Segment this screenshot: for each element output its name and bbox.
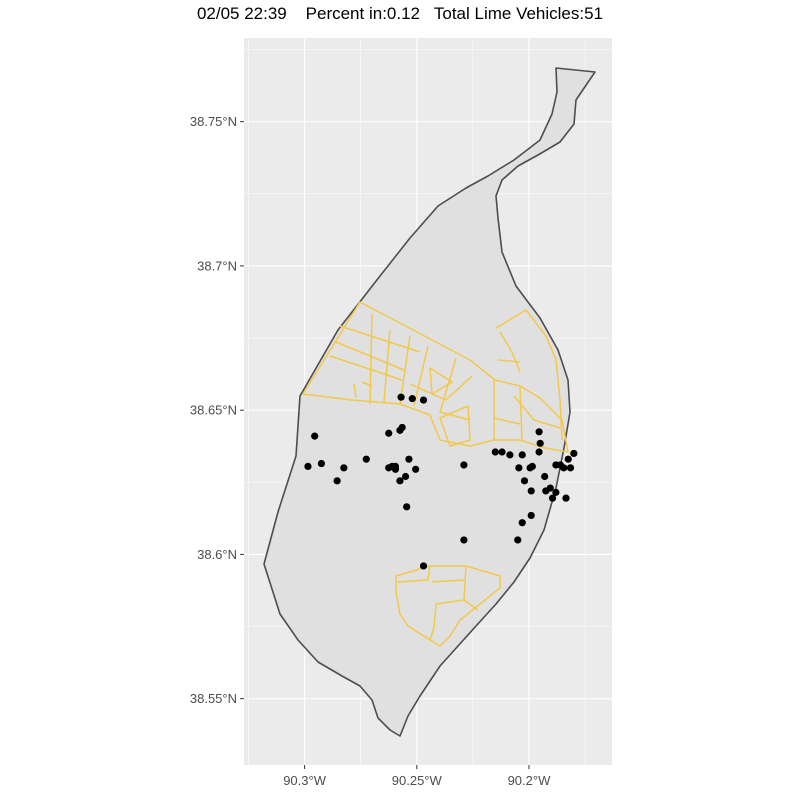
vehicle-point (412, 465, 420, 473)
y-tick-label: 38.7°N (197, 258, 237, 273)
vehicle-point (566, 464, 575, 472)
vehicle-point (460, 536, 468, 544)
city-boundary (263, 67, 596, 737)
vehicle-point (333, 477, 341, 485)
vehicle-point (518, 451, 526, 459)
vehicle-point (405, 455, 413, 463)
vehicle-point (419, 396, 428, 404)
vehicle-point (340, 464, 348, 472)
x-tick-label: 90.25°W (392, 773, 443, 788)
north-district-inner-1 (329, 313, 473, 421)
y-tick-label: 38.6°N (197, 547, 237, 562)
vehicle-point (385, 429, 393, 437)
vehicle-point (491, 448, 499, 456)
chart-title: 02/05 22:39 Percent in:0.12 Total Lime V… (196, 4, 604, 23)
vehicle-point (560, 464, 568, 472)
vehicle-point (317, 459, 326, 468)
vehicle-point (403, 503, 411, 511)
vehicle-point (546, 484, 554, 492)
vehicle-point (304, 462, 312, 471)
vehicle-point (419, 562, 428, 570)
vehicle-point (396, 477, 404, 485)
y-tick-label: 38.65°N (190, 403, 237, 418)
north-district-outline (302, 301, 569, 453)
vehicle-point (514, 536, 522, 544)
north-district-inner-2 (439, 309, 563, 447)
south-district-outline (395, 565, 501, 647)
vehicle-point (535, 428, 543, 436)
x-axis: 90.3°W 90.25°W 90.2°W (283, 765, 551, 788)
vehicle-point (311, 432, 319, 440)
vehicle-point (552, 488, 560, 496)
neighborhood-boundaries (302, 301, 569, 647)
vehicle-point (397, 393, 405, 401)
vehicle-point (460, 461, 468, 469)
vehicle-point (527, 511, 535, 520)
vehicle-point (515, 464, 523, 472)
vehicle-point (520, 477, 529, 485)
vehicle-point (528, 462, 536, 471)
vehicle-point (518, 519, 526, 527)
vehicle-point (498, 448, 506, 456)
x-tick-label: 90.3°W (283, 773, 327, 788)
south-district-inner (397, 565, 479, 641)
vehicle-point (535, 448, 543, 456)
vehicle-point (570, 449, 578, 458)
vehicle-point (564, 455, 572, 463)
vehicle-point (527, 487, 535, 495)
vehicle-point (362, 455, 370, 463)
vehicle-point (408, 395, 416, 403)
vehicle-point (536, 439, 544, 447)
vehicle-points (304, 393, 578, 570)
vehicle-point (401, 472, 410, 481)
vehicle-point (388, 462, 396, 471)
vehicle-point (562, 494, 570, 502)
vehicle-point (541, 472, 549, 481)
vehicle-point (506, 451, 514, 459)
y-tick-label: 38.75°N (190, 114, 237, 129)
x-tick-label: 90.2°W (508, 773, 552, 788)
y-tick-label: 38.55°N (190, 691, 237, 706)
y-axis: 38.55°N 38.6°N 38.65°N 38.7°N 38.75°N (190, 114, 244, 706)
vehicle-point (398, 423, 406, 432)
vehicle-point (548, 494, 557, 502)
